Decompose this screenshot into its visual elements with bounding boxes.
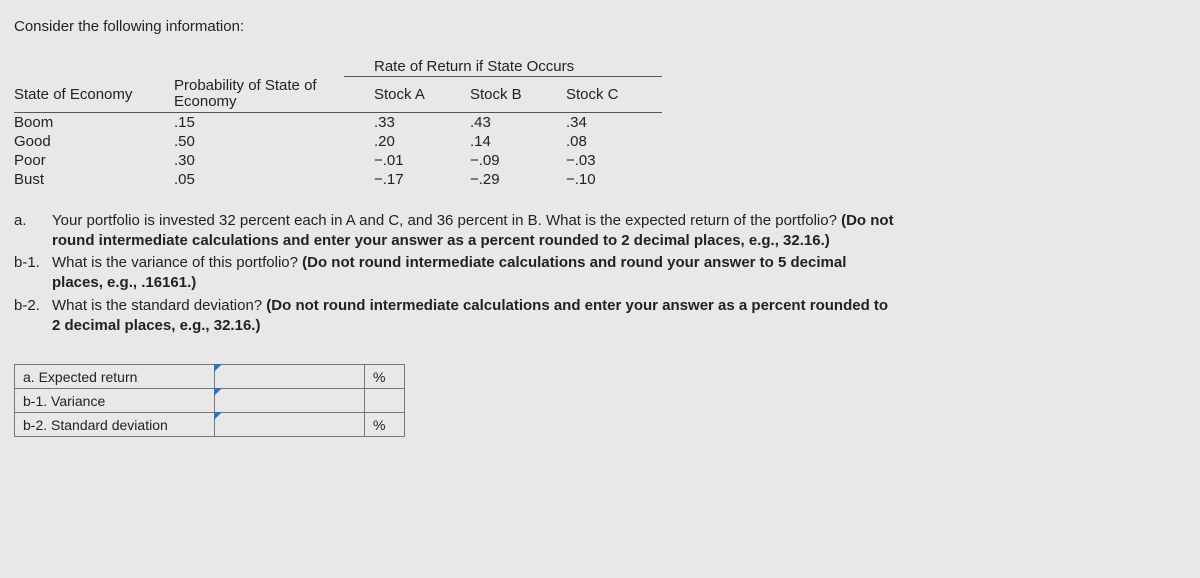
cell-stock-a: −.01: [374, 151, 470, 170]
cell-state: Boom: [14, 112, 174, 132]
cell-state: Good: [14, 132, 174, 151]
returns-table: Rate of Return if State Occurs State of …: [14, 57, 662, 189]
hdr-state: State of Economy: [14, 77, 174, 113]
q-b2-plain: What is the standard deviation?: [52, 297, 266, 314]
cell-stock-b: −.29: [470, 170, 566, 189]
q-b1-plain: What is the variance of this portfolio?: [52, 254, 302, 271]
hdr-stock-c: Stock C: [566, 77, 662, 113]
q-a-plain: Your portfolio is invested 32 percent ea…: [52, 212, 841, 229]
q-b2-label: b-2.: [14, 296, 52, 337]
ans-b1-unit: [365, 389, 405, 413]
cell-state: Bust: [14, 170, 174, 189]
cell-prob: .15: [174, 112, 344, 132]
cell-stock-c: −.03: [566, 151, 662, 170]
answer-table: a. Expected return % b-1. Variance b-2. …: [14, 364, 405, 437]
ans-b2-unit: %: [365, 413, 405, 437]
table-row: Good.50 .20.14.08: [14, 132, 662, 151]
cell-stock-a: .33: [374, 112, 470, 132]
cell-stock-c: .34: [566, 112, 662, 132]
q-b1-label: b-1.: [14, 253, 52, 294]
cell-stock-c: −.10: [566, 170, 662, 189]
input-marker-icon: [214, 412, 222, 420]
cell-prob: .30: [174, 151, 344, 170]
ans-b2-input[interactable]: [215, 413, 365, 437]
intro-text: Consider the following information:: [14, 18, 1186, 35]
input-marker-icon: [214, 364, 222, 372]
cell-stock-b: .14: [470, 132, 566, 151]
hdr-prob: Probability of State of Economy: [174, 77, 344, 113]
table-row: Bust.05 −.17−.29−.10: [14, 170, 662, 189]
ans-b2-label: b-2. Standard deviation: [15, 413, 215, 437]
hdr-stock-b: Stock B: [470, 77, 566, 113]
q-b1-text: What is the variance of this portfolio? …: [52, 253, 894, 294]
cell-stock-c: .08: [566, 132, 662, 151]
table-row: Boom.15 .33.43.34: [14, 112, 662, 132]
cell-stock-b: .43: [470, 112, 566, 132]
ans-a-input[interactable]: [215, 365, 365, 389]
cell-state: Poor: [14, 151, 174, 170]
spanner-header: Rate of Return if State Occurs: [374, 57, 662, 77]
cell-stock-a: .20: [374, 132, 470, 151]
cell-prob: .50: [174, 132, 344, 151]
hdr-stock-a: Stock A: [374, 77, 470, 113]
q-a-text: Your portfolio is invested 32 percent ea…: [52, 211, 894, 252]
ans-b1-label: b-1. Variance: [15, 389, 215, 413]
input-marker-icon: [214, 388, 222, 396]
table-row: Poor.30 −.01−.09−.03: [14, 151, 662, 170]
questions-block: a. Your portfolio is invested 32 percent…: [14, 211, 894, 337]
ans-a-label: a. Expected return: [15, 365, 215, 389]
q-b2-text: What is the standard deviation? (Do not …: [52, 296, 894, 337]
cell-stock-b: −.09: [470, 151, 566, 170]
q-a-label: a.: [14, 211, 52, 252]
ans-b1-input[interactable]: [215, 389, 365, 413]
cell-prob: .05: [174, 170, 344, 189]
ans-a-unit: %: [365, 365, 405, 389]
cell-stock-a: −.17: [374, 170, 470, 189]
